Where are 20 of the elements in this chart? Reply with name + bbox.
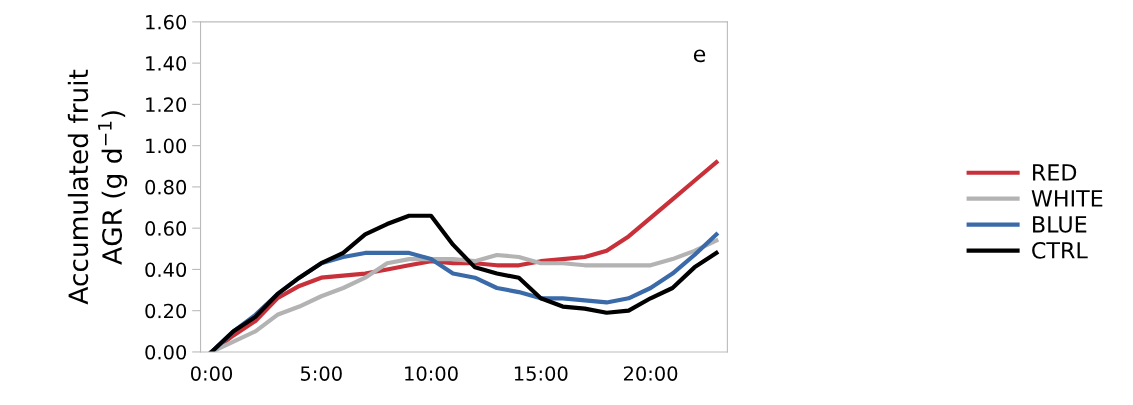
x-tick-label: 5:00: [300, 366, 342, 381]
y-tick-label: 1.40: [146, 56, 187, 71]
y-tick-label: 0.40: [145, 262, 187, 278]
x-tick-label: 15:00: [514, 366, 568, 381]
y-tick-label: 0.20: [145, 303, 187, 319]
x-tick-label: 20:00: [623, 366, 678, 381]
legend-label: WHITE: [1031, 190, 1103, 207]
legend-label: CTRL: [1032, 241, 1088, 259]
legend-label: BLUE: [1033, 216, 1087, 233]
annotation: e: [693, 49, 706, 63]
legend-label: RED: [1033, 164, 1077, 181]
x-tick-label: 0:00: [190, 366, 233, 381]
y-tick-label: 0.60: [145, 221, 187, 236]
x-tick-label: 10:00: [405, 366, 458, 381]
y-tick-label: 1.20: [146, 97, 187, 113]
y-tick-label: 0.80: [145, 179, 187, 195]
y-tick-label: 0.00: [145, 344, 187, 360]
y-axis-title: Accumulated fruit AGR (g d$^{−1}$): [67, 69, 128, 305]
y-tick-label: 1.60: [146, 14, 187, 30]
y-tick-label: 1.00: [146, 138, 187, 154]
